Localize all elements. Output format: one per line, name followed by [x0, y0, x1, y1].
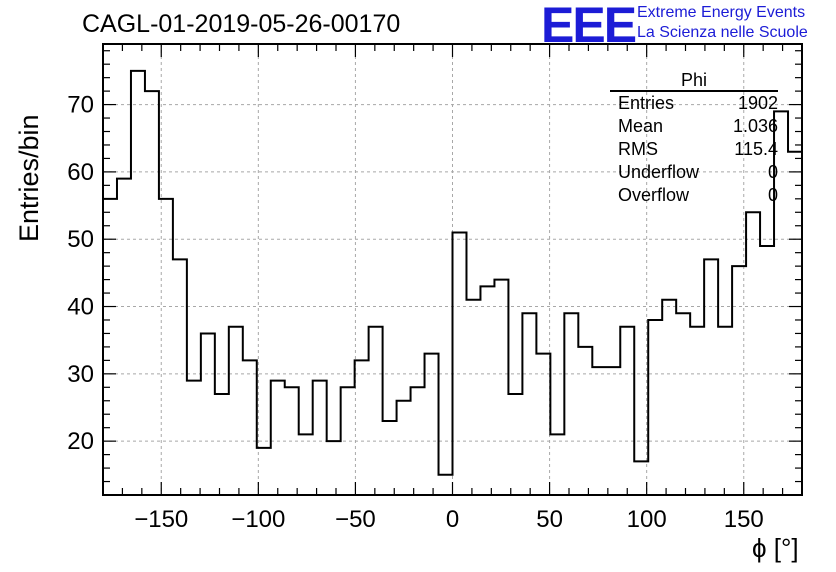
x-tick-label: 100 — [627, 506, 667, 533]
tick-labels: −150 −100 −50 0 50 100 150 20 30 40 50 60 70 — [67, 92, 763, 533]
y-tick-label: 60 — [67, 159, 94, 186]
stats-value: 115.4 — [734, 139, 778, 159]
axis-ticks — [103, 44, 803, 495]
x-tick-label: 50 — [536, 506, 563, 533]
stats-label: Entries — [618, 93, 675, 113]
x-tick-label: −100 — [231, 506, 285, 533]
x-axis-label: ϕ [°] — [752, 533, 799, 563]
x-tick-label: 150 — [724, 506, 764, 533]
chart-title: CAGL-01-2019-05-26-00170 — [82, 10, 401, 38]
stats-box: Phi Entries 1902 Mean 1.036 RMS 115.4 Un… — [610, 70, 780, 207]
y-tick-label: 70 — [67, 92, 94, 119]
logo-caption-line2: La Scienza nelle Scuole — [637, 24, 808, 41]
stats-label: RMS — [618, 139, 658, 159]
y-tick-label: 50 — [67, 226, 94, 253]
stats-row: Entries 1902 — [618, 92, 778, 115]
stats-value: 1.036 — [732, 116, 778, 136]
x-tick-label: −150 — [134, 506, 188, 533]
stats-name: Phi — [610, 70, 778, 92]
stats-label: Underflow — [618, 162, 700, 182]
y-tick-label: 20 — [67, 428, 94, 455]
x-tick-label: 0 — [446, 506, 459, 533]
stats-row: Mean 1.036 — [618, 115, 778, 138]
stats-label: Mean — [618, 116, 664, 136]
stats-row: Overflow 0 — [618, 184, 778, 207]
stats-value: 0 — [767, 162, 778, 182]
y-tick-label: 40 — [67, 294, 94, 321]
stats-label: Overflow — [618, 185, 690, 205]
stats-row: Underflow 0 — [618, 161, 778, 184]
y-axis-label-wrap: Entries/bin — [6, 114, 44, 242]
y-tick-label: 30 — [67, 361, 94, 388]
stats-value: 0 — [767, 185, 778, 205]
stats-row: RMS 115.4 — [618, 138, 778, 161]
histogram-line — [103, 69, 802, 476]
stats-value: 1902 — [737, 93, 778, 113]
x-tick-label: −50 — [335, 506, 376, 533]
logo-caption-line1: Extreme Energy Events — [637, 4, 806, 21]
y-axis-label: Entries/bin — [14, 114, 44, 242]
